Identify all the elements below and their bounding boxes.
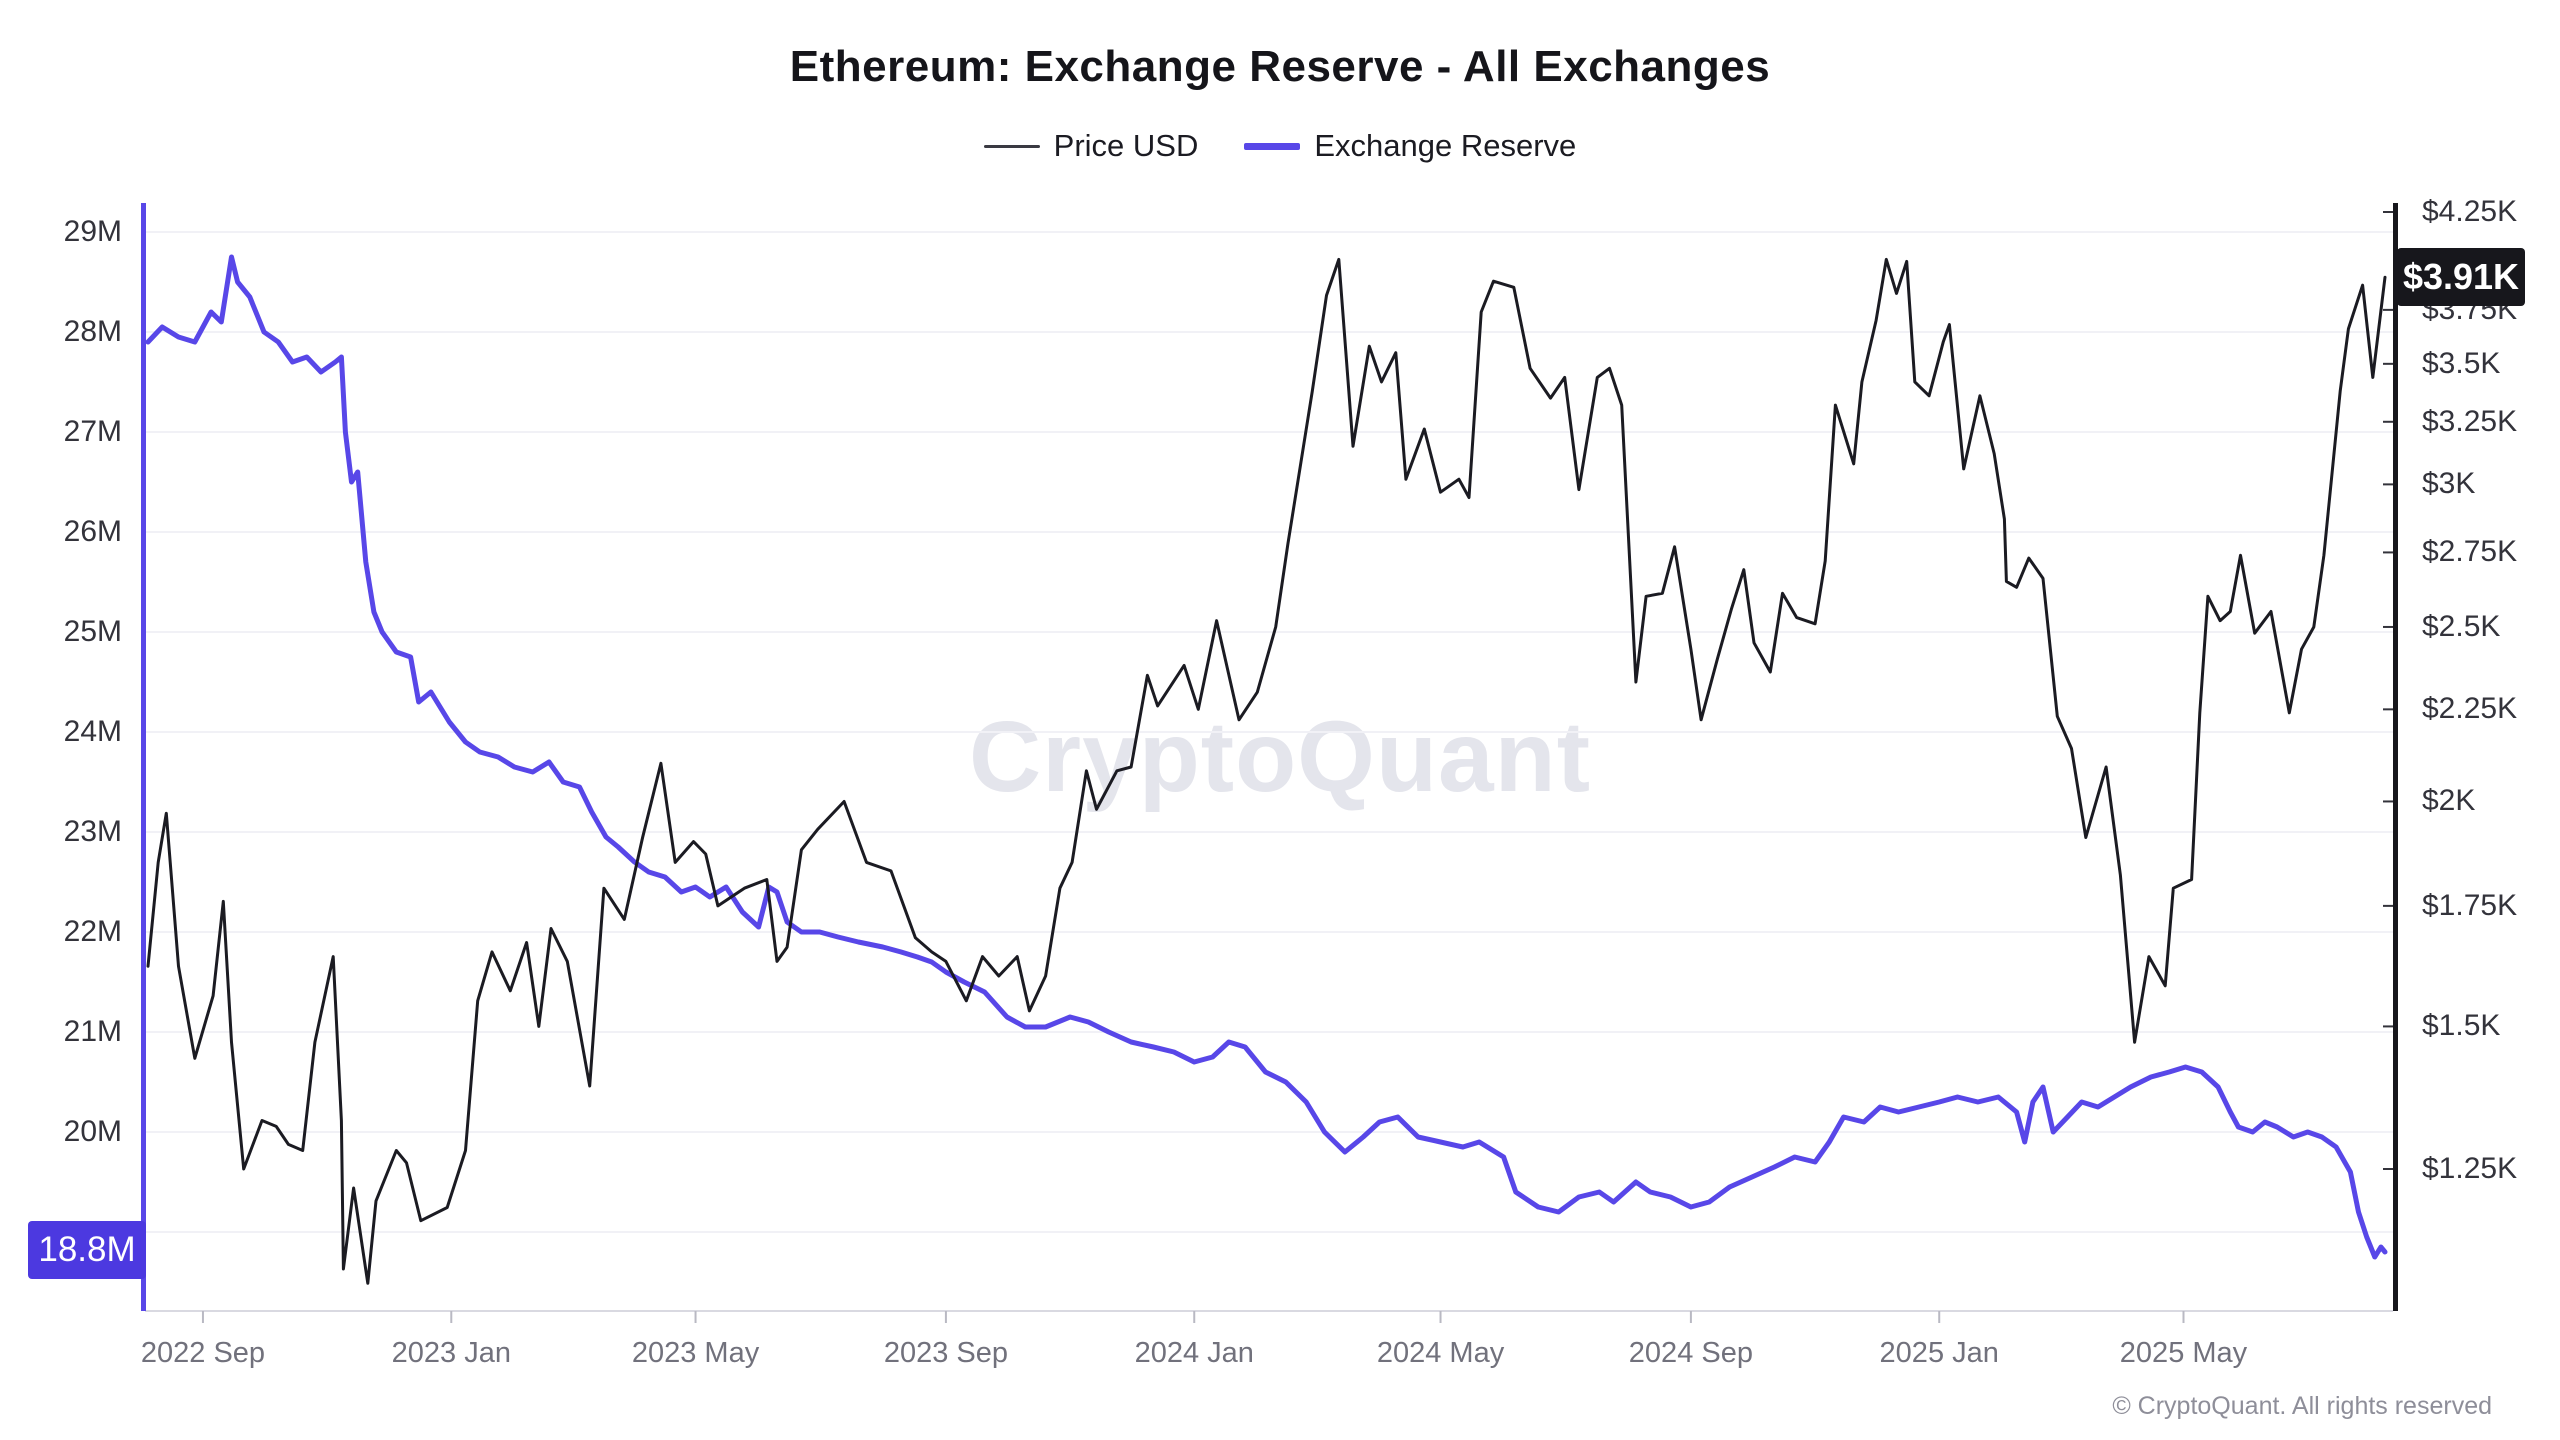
reserve-last-value-badge: 18.8M: [28, 1221, 146, 1279]
x-axis-label: 2024 Jan: [1134, 1337, 1254, 1369]
left-axis-line: [141, 203, 146, 1311]
x-axis-label: 2025 May: [2119, 1337, 2248, 1369]
price-line: [146, 257, 2387, 1285]
right-axis-label: $3.25K: [2422, 404, 2518, 438]
left-axis-label: 25M: [63, 615, 122, 648]
x-axis-label: 2025 Jan: [1879, 1337, 1999, 1369]
left-axis-label: 29M: [63, 215, 122, 248]
left-axis-label: 28M: [63, 315, 122, 348]
left-axis-label: 20M: [63, 1115, 122, 1148]
chart-legend: Price USD Exchange Reserve: [0, 128, 2560, 164]
copyright-text: © CryptoQuant. All rights reserved: [2112, 1392, 2492, 1420]
left-axis-label: 27M: [63, 415, 122, 448]
right-axis-label: $3.5K: [2422, 346, 2501, 380]
right-axis-label: $2.25K: [2422, 692, 2518, 726]
legend-item-price-usd[interactable]: Price USD: [983, 128, 1199, 164]
right-axis-label: $1.5K: [2422, 1009, 2501, 1043]
legend-item-exchange-reserve[interactable]: Exchange Reserve: [1244, 128, 1576, 164]
legend-label: Price USD: [1053, 128, 1199, 163]
left-axis-label: 22M: [63, 915, 122, 948]
right-axis-label: $1.25K: [2422, 1152, 2518, 1185]
left-axis-label: 23M: [63, 815, 122, 848]
x-axis-label: 2023 May: [631, 1337, 760, 1369]
x-axis-label: 2024 Sep: [1628, 1337, 1753, 1369]
right-axis-label: $2.75K: [2422, 535, 2518, 569]
x-axis-label: 2023 Sep: [883, 1337, 1008, 1369]
left-axis-label: 24M: [63, 715, 122, 748]
right-axis-line: [2393, 203, 2398, 1311]
x-axis-label: 2024 May: [1376, 1337, 1505, 1369]
legend-label: Exchange Reserve: [1314, 128, 1577, 163]
reserve-line-swatch-icon: [1244, 142, 1301, 150]
left-axis-label: 26M: [63, 515, 122, 548]
right-axis-label: $1.75K: [2422, 888, 2518, 922]
x-axis-label: 2022 Sep: [140, 1337, 266, 1369]
right-axis-label: $4.25K: [2422, 195, 2518, 228]
left-axis-label: 21M: [63, 1015, 122, 1048]
price-last-value-badge: $3.91K: [2397, 248, 2525, 307]
page-title: Ethereum: Exchange Reserve - All Exchang…: [789, 42, 1771, 91]
right-axis-label: $2K: [2422, 784, 2476, 818]
price-line-swatch-icon: [983, 144, 1040, 148]
x-axis-label: 2023 Jan: [391, 1337, 511, 1369]
reserve-line: [145, 254, 2388, 1260]
right-axis-label: $2.5K: [2422, 609, 2501, 643]
right-axis-label: $3K: [2422, 467, 2476, 501]
